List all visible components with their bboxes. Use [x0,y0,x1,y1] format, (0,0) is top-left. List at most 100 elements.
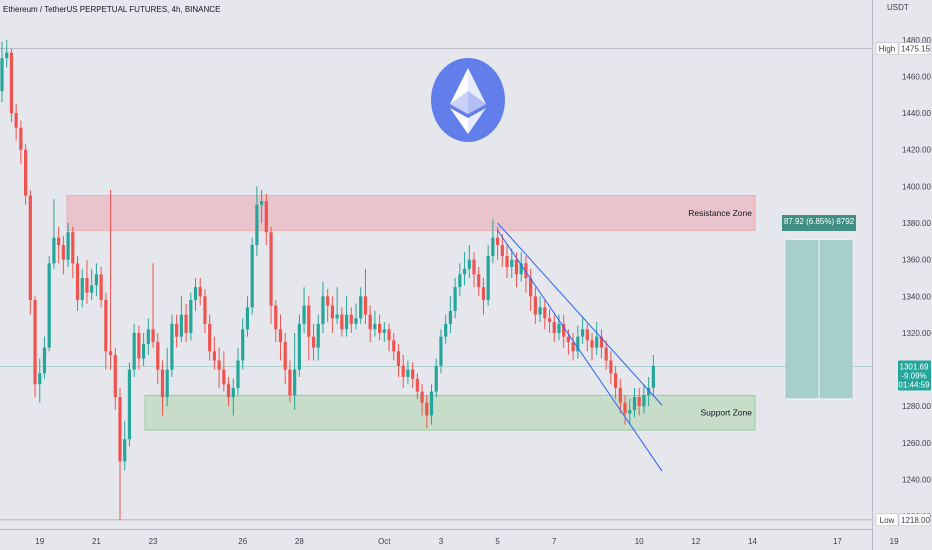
candle[interactable] [94,263,98,297]
candle[interactable] [80,268,84,308]
candle[interactable] [529,268,533,311]
candle[interactable] [231,378,235,416]
candle[interactable] [61,235,65,275]
candle[interactable] [415,373,419,399]
channel-upper-line[interactable] [497,222,663,406]
candle[interactable] [505,245,509,278]
channel-lower-line[interactable] [497,230,663,472]
candle[interactable] [359,287,363,324]
candle[interactable] [618,378,622,414]
candle[interactable] [496,226,500,260]
candle[interactable] [467,245,471,278]
candle[interactable] [160,360,165,416]
candle[interactable] [255,186,259,257]
candle[interactable] [9,48,14,123]
candle[interactable] [42,336,47,379]
candle[interactable] [33,296,37,398]
candle[interactable] [481,277,486,315]
candle[interactable] [307,296,311,361]
candle[interactable] [99,267,103,308]
candle[interactable] [85,259,89,304]
candle[interactable] [198,277,202,306]
candle[interactable] [311,323,316,361]
candle[interactable] [392,332,396,361]
candle[interactable] [500,234,504,268]
candle[interactable] [552,314,556,343]
candle[interactable] [28,190,32,315]
candle[interactable] [321,281,325,333]
candle[interactable] [642,384,646,414]
candle[interactable] [123,420,127,471]
candle[interactable] [151,263,155,348]
candle[interactable] [462,252,467,286]
candle[interactable] [278,314,283,361]
candle[interactable] [217,347,221,388]
candle[interactable] [382,321,386,343]
candle[interactable] [302,287,306,333]
candle[interactable] [14,103,18,141]
candle[interactable] [510,248,514,278]
candle[interactable] [118,387,122,520]
candle[interactable] [90,268,94,300]
candle[interactable] [580,318,585,344]
candle[interactable] [330,296,334,333]
candle[interactable] [326,288,330,322]
candle[interactable] [293,332,297,410]
candle[interactable] [562,314,566,348]
candle[interactable] [378,314,382,341]
candle[interactable] [241,318,245,370]
candle[interactable] [146,318,150,355]
candle[interactable] [344,296,349,337]
candle[interactable] [595,321,599,355]
candle[interactable] [156,332,160,385]
candle[interactable] [396,343,401,377]
candle[interactable] [335,287,339,324]
candle[interactable] [19,120,23,165]
candle[interactable] [571,332,575,361]
candle[interactable] [557,314,561,341]
candle[interactable] [283,332,287,385]
candle[interactable] [538,296,542,322]
candle[interactable] [269,226,273,324]
candle[interactable] [458,263,462,297]
candle[interactable] [647,376,651,407]
candle[interactable] [420,384,424,416]
candle[interactable] [208,314,212,361]
candle[interactable] [614,365,618,399]
candle[interactable] [170,314,174,377]
candle[interactable] [137,325,141,370]
candle[interactable] [585,323,589,352]
candle[interactable] [590,332,594,361]
candle[interactable] [66,223,70,268]
candle[interactable] [519,252,523,282]
candle[interactable] [179,296,183,343]
candle[interactable] [316,314,320,361]
candle[interactable] [628,398,632,425]
candle[interactable] [543,299,547,330]
candle[interactable] [236,347,240,396]
candle[interactable] [71,226,75,278]
candle[interactable] [491,219,495,264]
candle[interactable] [486,245,490,306]
candle[interactable] [429,384,434,425]
candle[interactable] [38,358,42,403]
candle[interactable] [193,277,198,311]
candle[interactable] [623,395,627,425]
candle[interactable] [547,309,552,333]
candle[interactable] [401,354,405,388]
candle[interactable] [24,144,28,205]
candle[interactable] [132,323,136,377]
candle[interactable] [57,226,61,264]
candle[interactable] [52,199,56,269]
candle[interactable] [349,307,353,333]
candle[interactable] [203,288,207,333]
candle[interactable] [477,267,481,297]
candle[interactable] [108,190,113,370]
candle[interactable] [604,340,608,370]
candle[interactable] [373,310,377,337]
candle[interactable] [250,237,254,315]
candle[interactable] [5,39,9,68]
candle[interactable] [453,277,457,319]
candle[interactable] [533,287,537,324]
candle[interactable] [651,354,655,396]
